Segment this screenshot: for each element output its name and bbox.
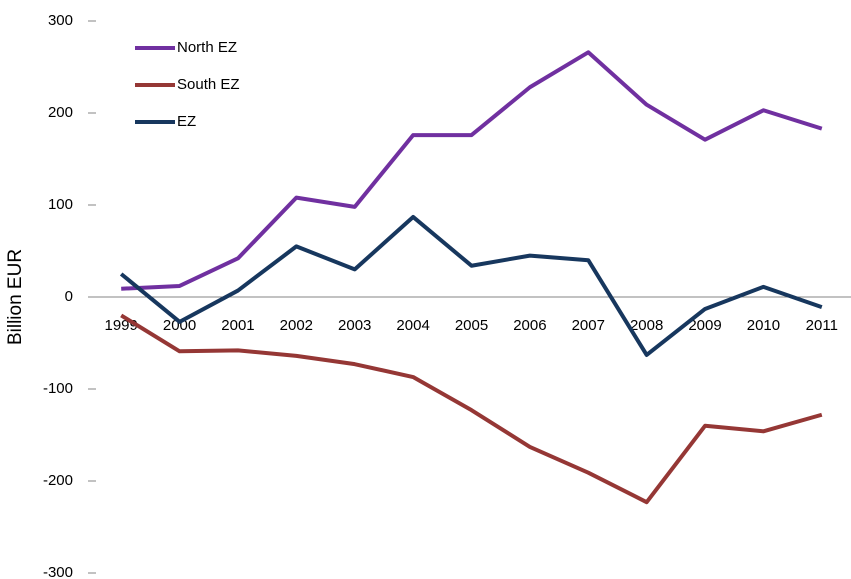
x-tick-label: 2001 — [221, 317, 254, 334]
y-tick-label: -100 — [43, 380, 73, 397]
series-line — [120, 313, 823, 505]
legend-label: North EZ — [177, 39, 237, 56]
y-tick-label: -300 — [43, 564, 73, 579]
y-axis-label: Billion EUR — [5, 249, 26, 345]
x-tick-label: 2006 — [513, 317, 546, 334]
y-tick-label: 0 — [65, 288, 73, 305]
legend-label: EZ — [177, 113, 196, 130]
y-tick-label: 200 — [48, 104, 73, 121]
x-tick-label: 2009 — [688, 317, 721, 334]
x-tick-label: 1999 — [105, 317, 138, 334]
y-tick-label: -200 — [43, 472, 73, 489]
x-tick-label: 2002 — [280, 317, 313, 334]
x-tick-label: 2004 — [396, 317, 429, 334]
y-tick-label: 300 — [48, 12, 73, 29]
legend-label: South EZ — [177, 76, 240, 93]
series-line — [119, 214, 823, 357]
x-tick-label: 2008 — [630, 317, 663, 334]
x-tick-label: 2010 — [747, 317, 780, 334]
x-tick-label: 2011 — [806, 317, 838, 334]
x-tick-label: 2007 — [572, 317, 605, 334]
x-tick-label: 2003 — [338, 317, 371, 334]
x-tick-label: 2005 — [455, 317, 488, 334]
x-tick-label: 2000 — [163, 317, 196, 334]
series-line — [121, 50, 823, 291]
y-tick-label: 100 — [48, 196, 73, 213]
